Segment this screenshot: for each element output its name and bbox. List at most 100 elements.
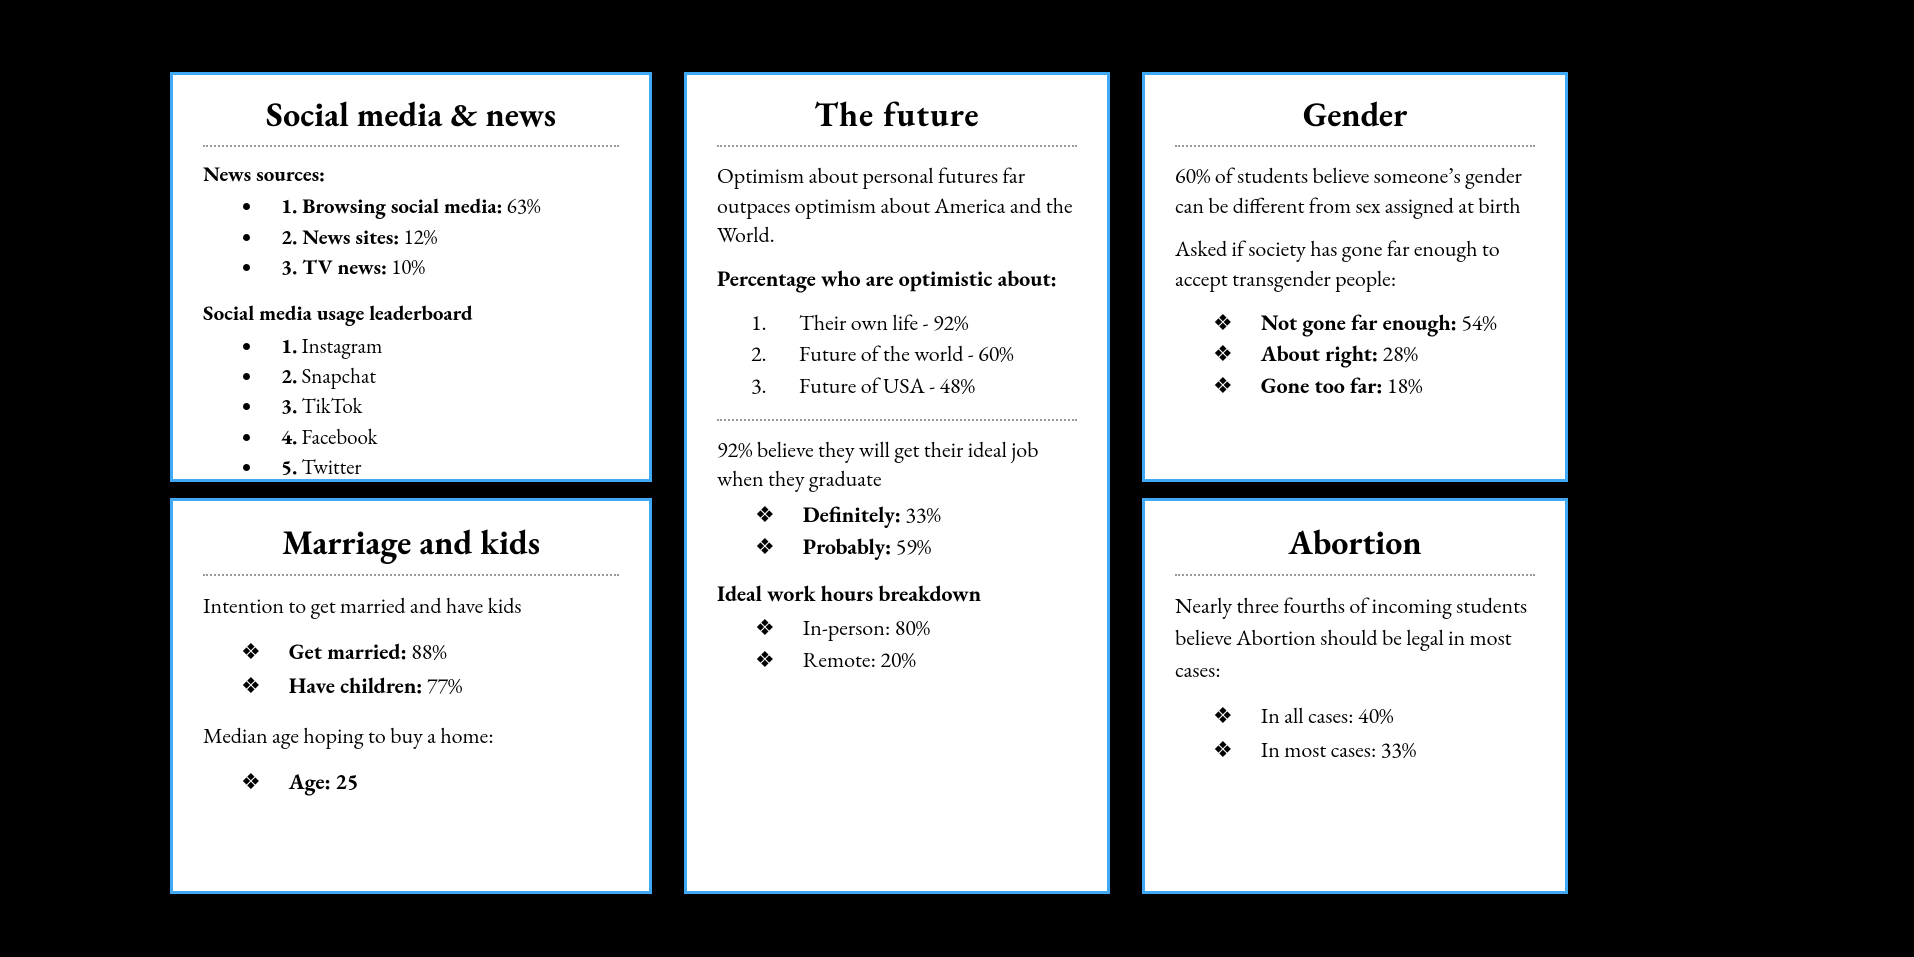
item-value: 12% bbox=[403, 224, 437, 251]
list-item: 4. Facebook bbox=[263, 424, 619, 452]
news-sources-heading: News sources: bbox=[203, 161, 619, 189]
item-value: Instagram bbox=[302, 333, 383, 360]
optimism-list: Their own life - 92% Future of the world… bbox=[717, 308, 1077, 401]
intro-text: Optimism about personal futures far outp… bbox=[717, 161, 1077, 250]
intro-text: 60% of students believe someone’s gender… bbox=[1175, 161, 1535, 220]
list-item: In-person: 80% bbox=[755, 613, 1077, 643]
ideal-job-list: Definitely: 33% Probably: 59% bbox=[717, 500, 1077, 561]
card-marriage-kids: Marriage and kids Intention to get marri… bbox=[170, 498, 652, 894]
card-title: The future bbox=[717, 93, 1077, 139]
list-item: In most cases: 33% bbox=[1213, 734, 1535, 766]
list-item: Have children: 77% bbox=[241, 670, 619, 702]
ideal-job-intro: 92% believe they will get their ideal jo… bbox=[717, 435, 1077, 494]
item-label: About right: bbox=[1261, 339, 1378, 368]
optimism-heading: Percentage who are optimistic about: bbox=[717, 264, 1077, 294]
divider bbox=[203, 145, 619, 147]
leaderboard-heading: Social media usage leaderboard bbox=[203, 300, 619, 328]
item-value: 33% bbox=[905, 500, 940, 529]
item-label: 3. TV news: bbox=[281, 254, 387, 281]
list-item: 1. Browsing social media: 63% bbox=[263, 193, 619, 221]
list-item: Gone too far: 18% bbox=[1213, 371, 1535, 401]
work-hours-list: In-person: 80% Remote: 20% bbox=[717, 613, 1077, 674]
item-label: Age: bbox=[289, 767, 331, 796]
item-value: Facebook bbox=[302, 424, 378, 451]
item-value: 33% bbox=[1381, 735, 1416, 764]
item-label: Definitely: bbox=[803, 500, 901, 529]
median-list: Age: 25 bbox=[203, 766, 619, 798]
list-item: Future of USA - 48% bbox=[771, 371, 1077, 401]
item-value: 80% bbox=[895, 613, 930, 642]
card-title: Marriage and kids bbox=[203, 519, 619, 568]
item-value: 63% bbox=[507, 193, 541, 220]
item-label: 2. bbox=[281, 363, 297, 390]
card-abortion: Abortion Nearly three fourths of incomin… bbox=[1142, 498, 1568, 894]
item-value: 10% bbox=[391, 254, 425, 281]
item-label: In most cases: bbox=[1261, 735, 1377, 764]
list-item: 3. TikTok bbox=[263, 393, 619, 421]
item-label: Get married: bbox=[289, 637, 407, 666]
marriage-list: Get married: 88% Have children: 77% bbox=[203, 636, 619, 702]
question-text: Asked if society has gone far enough to … bbox=[1175, 234, 1535, 293]
infographic-stage: Social media & news News sources: 1. Bro… bbox=[0, 0, 1914, 957]
list-item: Age: 25 bbox=[241, 766, 619, 798]
item-label: Not gone far enough: bbox=[1261, 308, 1457, 337]
item-value: Twitter bbox=[302, 454, 362, 481]
card-future: The future Optimism about personal futur… bbox=[684, 72, 1110, 894]
card-title: Social media & news bbox=[203, 93, 619, 139]
item-label: Probably: bbox=[803, 532, 892, 561]
list-item: In all cases: 40% bbox=[1213, 700, 1535, 732]
median-intro: Median age hoping to buy a home: bbox=[203, 720, 619, 752]
item-value: 59% bbox=[896, 532, 931, 561]
list-item: Get married: 88% bbox=[241, 636, 619, 668]
divider bbox=[1175, 574, 1535, 576]
item-value: 20% bbox=[880, 645, 915, 674]
list-item: Their own life - 92% bbox=[771, 308, 1077, 338]
item-label: Have children: bbox=[289, 671, 423, 700]
card-title: Abortion bbox=[1175, 519, 1535, 568]
card-title: Gender bbox=[1175, 93, 1535, 139]
item-label: 3. bbox=[281, 393, 297, 420]
divider bbox=[717, 419, 1077, 421]
gender-list: Not gone far enough: 54% About right: 28… bbox=[1175, 308, 1535, 401]
list-item: Not gone far enough: 54% bbox=[1213, 308, 1535, 338]
item-value: 28% bbox=[1383, 339, 1418, 368]
item-label: 1. bbox=[281, 333, 297, 360]
card-gender: Gender 60% of students believe someone’s… bbox=[1142, 72, 1568, 482]
list-item: Definitely: 33% bbox=[755, 500, 1077, 530]
item-label: 4. bbox=[281, 424, 297, 451]
divider bbox=[717, 145, 1077, 147]
item-value: 77% bbox=[427, 671, 462, 700]
list-item: Future of the world - 60% bbox=[771, 339, 1077, 369]
list-item: 1. Instagram bbox=[263, 333, 619, 361]
item-label: 2. News sites: bbox=[281, 224, 399, 251]
intro-text: Nearly three fourths of incoming student… bbox=[1175, 590, 1535, 686]
divider bbox=[1175, 145, 1535, 147]
item-value: 18% bbox=[1387, 371, 1422, 400]
list-item: 2. News sites: 12% bbox=[263, 224, 619, 252]
list-item: About right: 28% bbox=[1213, 339, 1535, 369]
card-social-media-news: Social media & news News sources: 1. Bro… bbox=[170, 72, 652, 482]
list-item: 3. TV news: 10% bbox=[263, 254, 619, 282]
item-label: Gone too far: bbox=[1261, 371, 1383, 400]
list-item: 5. Twitter bbox=[263, 454, 619, 482]
item-value: Snapchat bbox=[302, 363, 376, 390]
item-label: 5. bbox=[281, 454, 297, 481]
item-value: 54% bbox=[1461, 308, 1496, 337]
leaderboard-list: 1. Instagram 2. Snapchat 3. TikTok 4. Fa… bbox=[203, 333, 619, 483]
item-label: Remote: bbox=[803, 645, 876, 674]
intro-text: Intention to get married and have kids bbox=[203, 590, 619, 622]
divider bbox=[203, 574, 619, 576]
list-item: Remote: 20% bbox=[755, 645, 1077, 675]
item-label: 1. Browsing social media: bbox=[281, 193, 503, 220]
item-value: TikTok bbox=[302, 393, 363, 420]
news-sources-list: 1. Browsing social media: 63% 2. News si… bbox=[203, 193, 619, 282]
item-value: 88% bbox=[411, 637, 446, 666]
item-value: 40% bbox=[1358, 701, 1393, 730]
item-label: In-person: bbox=[803, 613, 891, 642]
item-label: In all cases: bbox=[1261, 701, 1354, 730]
list-item: Probably: 59% bbox=[755, 532, 1077, 562]
list-item: 2. Snapchat bbox=[263, 363, 619, 391]
item-value: 25 bbox=[335, 767, 358, 796]
work-hours-heading: Ideal work hours breakdown bbox=[717, 579, 1077, 609]
abortion-list: In all cases: 40% In most cases: 33% bbox=[1175, 700, 1535, 766]
